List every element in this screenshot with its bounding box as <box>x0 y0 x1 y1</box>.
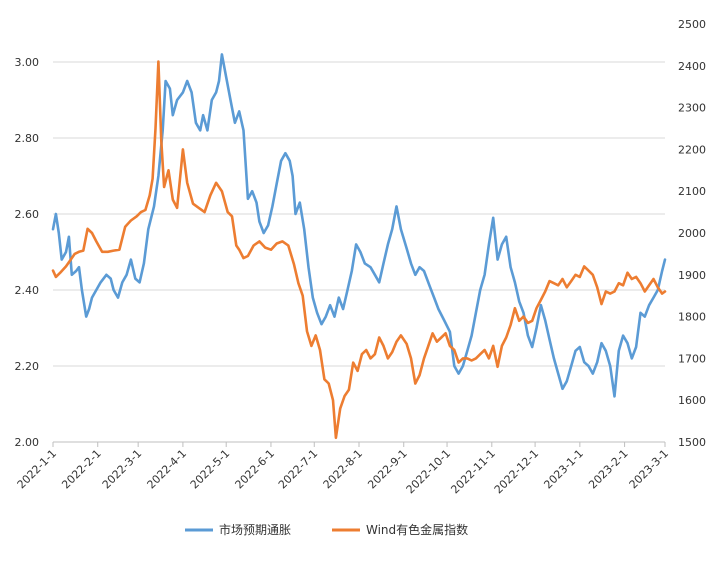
x-axis-tick-label: 2022-4-1 <box>145 447 190 492</box>
x-axis-tick-label: 2022-10-1 <box>404 447 453 496</box>
right-axis-tick-label: 2500 <box>678 18 706 31</box>
series-line-metals-index <box>51 60 667 440</box>
right-axis-tick-label: 2200 <box>678 143 706 156</box>
left-axis-tick-label: 3.00 <box>15 56 40 69</box>
x-axis-tick-label: 2022-9-1 <box>365 447 410 492</box>
x-axis-tick-label: 2022-3-1 <box>100 447 145 492</box>
legend: 市场预期通胀 Wind有色金属指数 <box>185 522 468 537</box>
right-axis-tick-label: 2100 <box>678 185 706 198</box>
legend-label-inflation: 市场预期通胀 <box>219 522 291 537</box>
right-axis-tick-label: 1500 <box>678 436 706 449</box>
left-axis-tick-label: 2.40 <box>15 284 40 297</box>
x-axis-tick-label: 2022-8-1 <box>321 447 366 492</box>
x-axis-tick-label: 2022-1-1 <box>15 447 60 492</box>
right-axis-tick-label: 2400 <box>678 60 706 73</box>
series-line-inflation <box>51 53 667 398</box>
x-axis-tick-label: 2022-12-1 <box>492 447 541 496</box>
x-axis-tick-label: 2022-11-1 <box>448 447 497 496</box>
right-axis-tick-label: 1600 <box>678 394 706 407</box>
legend-label-metals-index: Wind有色金属指数 <box>366 522 468 537</box>
right-axis-tick-label: 2300 <box>678 102 706 115</box>
x-axis-tick-label: 2023-1-1 <box>541 447 586 492</box>
right-axis-tick-label: 1800 <box>678 311 706 324</box>
series-layer <box>51 53 667 440</box>
right-axis-tick-label: 1700 <box>678 352 706 365</box>
x-axis-tick-label: 2023-2-1 <box>586 447 631 492</box>
right-axis-tick-label: 1900 <box>678 269 706 282</box>
x-axis-tick-label: 2023-3-1 <box>627 447 672 492</box>
x-axis-tick-label: 2022-2-1 <box>59 447 104 492</box>
right-axis-tick-label: 2000 <box>678 227 706 240</box>
x-axis-tick-label: 2022-5-1 <box>188 447 233 492</box>
left-axis-tick-label: 2.80 <box>15 132 40 145</box>
x-axis-tick-label: 2022-7-1 <box>276 447 321 492</box>
right-axis: 1500 1600 1700 1800 1900 2000 2100 2200 2300 2400… <box>678 18 706 449</box>
left-axis-tick-label: 2.20 <box>15 360 40 373</box>
left-axis-tick-label: 2.60 <box>15 208 40 221</box>
x-axis-tick-label: 2022-6-1 <box>233 447 278 492</box>
left-axis: 2.00 2.20 2.40 2.60 2.80 3.00 <box>15 56 40 449</box>
left-axis-tick-label: 2.00 <box>15 436 40 449</box>
